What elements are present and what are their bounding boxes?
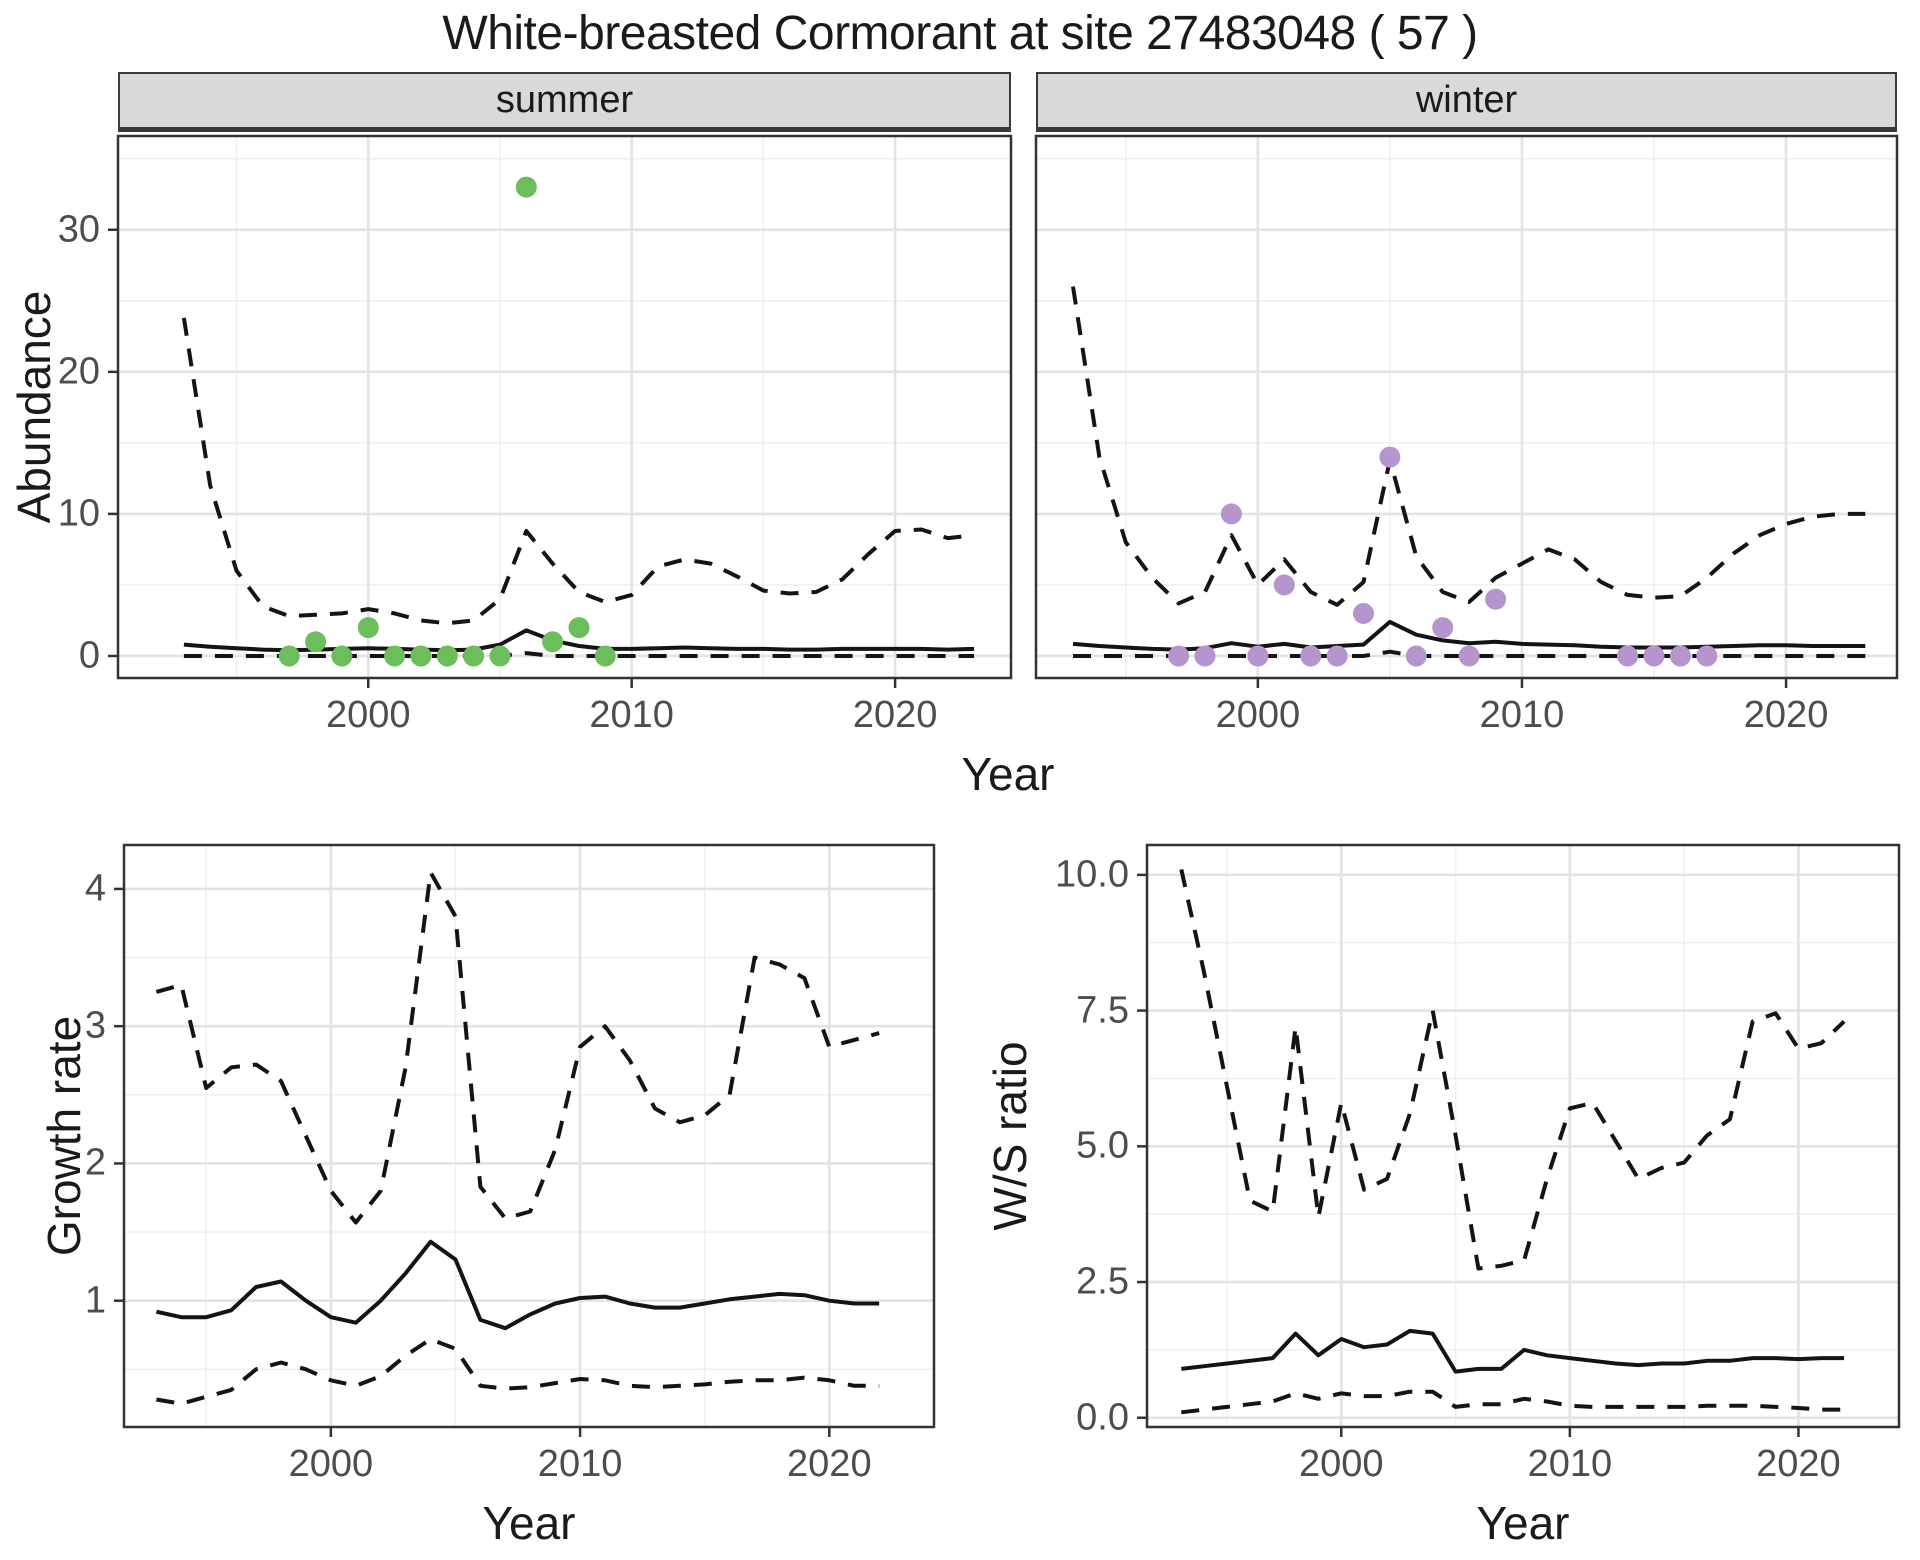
abundance-summer-observation-point	[331, 645, 353, 667]
abundance-winter-observation-point	[1379, 446, 1401, 468]
x-tick-label: 2010	[537, 1443, 623, 1485]
y-tick-label: 10.0	[1055, 853, 1129, 896]
ws-ratio-upper-ci-line	[1179, 868, 1846, 1271]
abundance-winter-median-line	[1072, 619, 1866, 652]
growth-rate-panel-border	[122, 843, 936, 1429]
ws-ratio-panel-border	[1145, 843, 1901, 1429]
abundance-summer-upper-ci-line	[181, 317, 975, 626]
abundance-summer-observation-point	[515, 176, 537, 198]
y-tick-label: 20	[57, 350, 100, 393]
abundance-winter-observation-point	[1617, 645, 1639, 667]
abundance-summer-lower-ci-line	[183, 651, 975, 658]
abundance-winter-observation-point	[1194, 645, 1216, 667]
abundance-winter-observation-point	[1168, 645, 1190, 667]
y-tick-label: 10	[57, 492, 100, 535]
abundance-winter-observation-point	[1326, 645, 1348, 667]
abundance-winter-panel-border	[1034, 134, 1899, 680]
x-tick-label: 2010	[1527, 1443, 1613, 1485]
y-tick-label: 1	[84, 1279, 106, 1322]
facet-strip-summer-label: summer	[495, 79, 634, 121]
abundance-winter-upper-ci-line	[1071, 286, 1866, 607]
y-tick-label: 3	[84, 1004, 106, 1047]
abundance-winter-observation-point	[1405, 645, 1427, 667]
abundance-summer-observation-point	[384, 645, 406, 667]
x-axis-label-growth-rate: Year	[482, 1497, 576, 1549]
x-axis-label-ws-ratio: Year	[1476, 1497, 1570, 1549]
x-tick-label: 2000	[1215, 694, 1301, 736]
abundance-winter-observation-point	[1485, 588, 1507, 610]
abundance-summer-observation-point	[436, 645, 458, 667]
y-tick-label: 2.5	[1076, 1260, 1129, 1303]
abundance-winter-observation-point	[1458, 645, 1480, 667]
y-tick-label: 4	[84, 867, 106, 910]
abundance-summer-observation-point	[278, 645, 300, 667]
growth-rate-upper-ci-line	[155, 870, 880, 1225]
abundance-winter-observation-point	[1643, 645, 1665, 667]
y-tick-label: 5.0	[1076, 1124, 1129, 1167]
ws-ratio-lower-ci-line	[1181, 1389, 1845, 1415]
abundance-winter-observation-point	[1273, 574, 1295, 596]
abundance-winter-observation-point	[1696, 645, 1718, 667]
abundance-summer-observation-point	[542, 631, 564, 653]
x-tick-label: 2010	[1479, 694, 1565, 736]
y-tick-label: 2	[84, 1141, 106, 1184]
facet-strip-winter-label: winter	[1415, 79, 1518, 121]
y-tick-label: 0	[78, 634, 100, 677]
abundance-summer-observation-point	[594, 645, 616, 667]
abundance-winter-observation-point	[1300, 645, 1322, 667]
abundance-winter-observation-point	[1432, 617, 1454, 639]
abundance-summer-observation-point	[410, 645, 432, 667]
ws-ratio-median-line	[1181, 1328, 1845, 1374]
x-axis-label-top: Year	[961, 748, 1055, 800]
x-tick-label: 2020	[1756, 1443, 1841, 1485]
x-tick-label: 2000	[288, 1443, 374, 1485]
x-tick-label: 2020	[787, 1443, 872, 1485]
abundance-winter-observation-point	[1220, 503, 1242, 525]
x-tick-label: 2000	[325, 694, 411, 736]
abundance-winter-observation-point	[1669, 645, 1691, 667]
facet-strip-winter: winter	[1036, 72, 1897, 132]
x-tick-label: 2020	[1743, 694, 1829, 736]
abundance-summer-observation-point	[489, 645, 511, 667]
abundance-summer-observation-point	[568, 617, 590, 639]
y-tick-label: 7.5	[1076, 989, 1129, 1032]
plot-title: White-breasted Cormorant at site 2748304…	[442, 7, 1478, 60]
x-tick-label: 2020	[852, 694, 938, 736]
y-tick-label: 30	[57, 208, 100, 251]
growth-rate-median-line	[155, 1239, 880, 1331]
y-tick-label: 0.0	[1076, 1396, 1129, 1439]
abundance-summer-observation-point	[357, 617, 379, 639]
abundance-summer-panel-border	[116, 134, 1013, 680]
growth-rate-lower-ci-line	[156, 1337, 880, 1406]
facet-strip-summer: summer	[118, 72, 1011, 132]
abundance-summer-observation-point	[305, 631, 327, 653]
abundance-winter-observation-point	[1247, 645, 1269, 667]
abundance-winter-observation-point	[1353, 602, 1374, 624]
x-tick-label: 2000	[1299, 1443, 1384, 1485]
x-tick-label: 2010	[589, 694, 674, 736]
abundance-summer-observation-point	[463, 645, 485, 667]
